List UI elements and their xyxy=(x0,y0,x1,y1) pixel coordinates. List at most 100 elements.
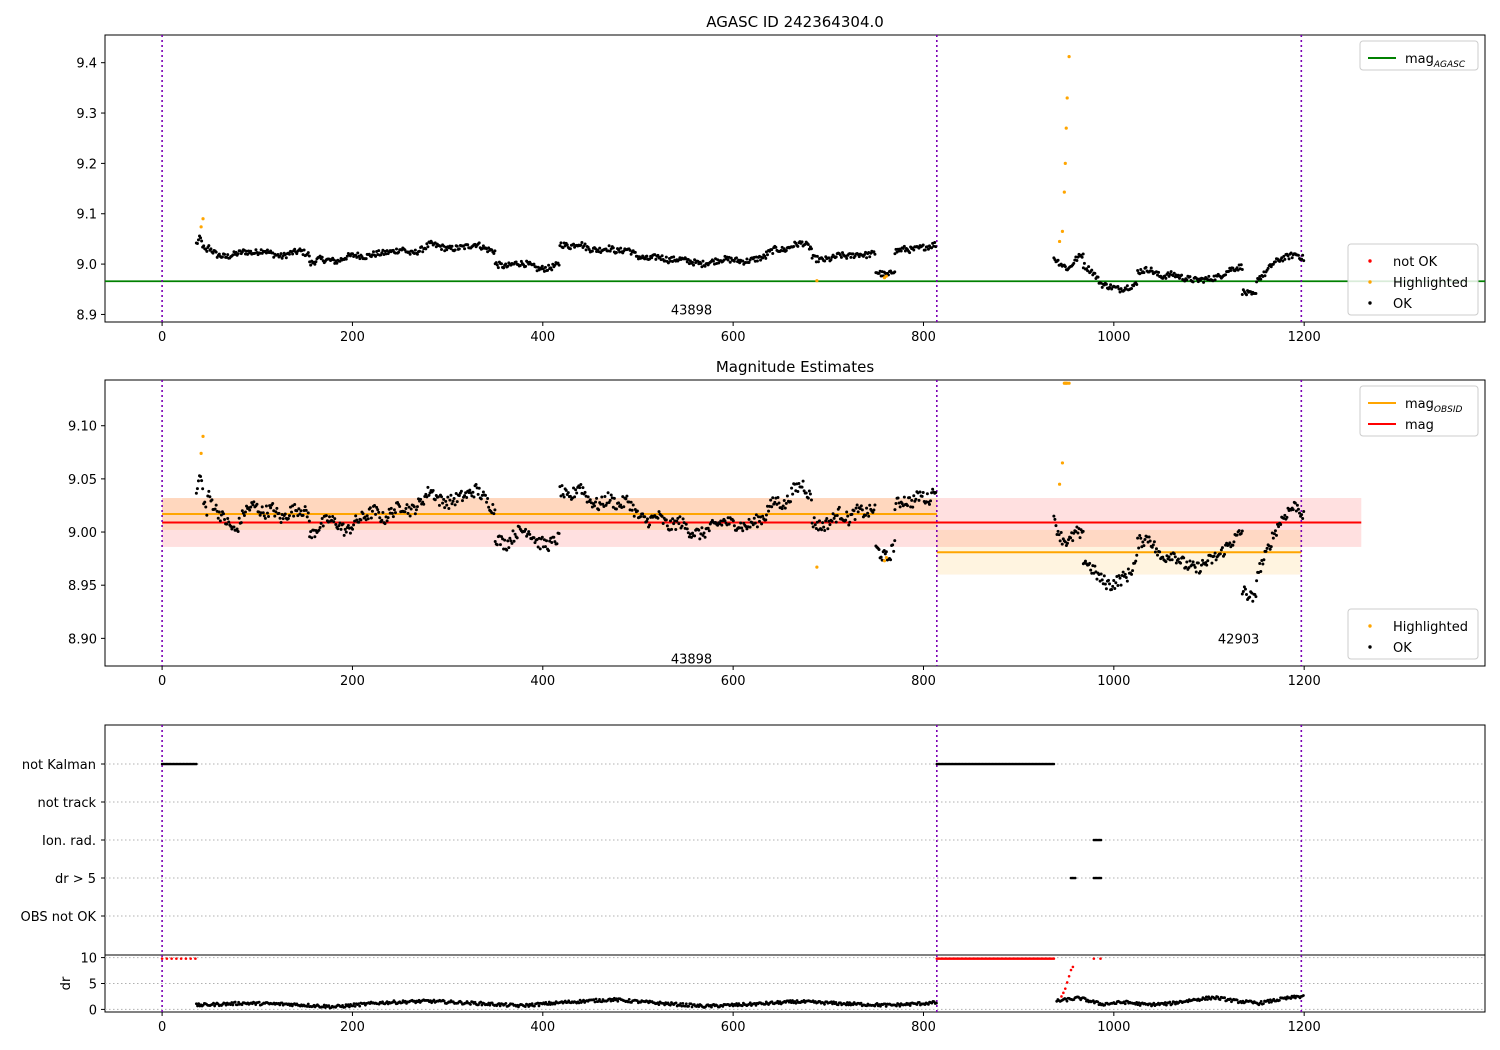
panel-agasc-point-ok xyxy=(463,247,467,251)
panel-estimates-point-ok xyxy=(731,519,735,523)
panel-estimates-point-ok xyxy=(657,510,661,514)
panel-agasc-point-ok xyxy=(734,256,738,260)
panel-agasc-point-ok xyxy=(561,246,565,250)
panel-agasc-point-ok xyxy=(424,247,428,251)
panel-dr-point xyxy=(883,1002,887,1006)
panel-agasc-point-ok xyxy=(1286,254,1290,258)
panel-estimates-point-ok xyxy=(726,516,730,520)
panel-agasc-ytick-label: 8.9 xyxy=(76,308,97,323)
panel-agasc-point-ok xyxy=(546,268,550,272)
panel-estimates-point-ok xyxy=(1114,581,1118,585)
panel-estimates-point-ok xyxy=(361,512,365,516)
panel-agasc-point-ok xyxy=(502,266,506,270)
panel-agasc-point-ok xyxy=(557,263,561,267)
panel-agasc-point-ok xyxy=(1224,273,1228,277)
panel-dr-point xyxy=(400,1001,404,1005)
panel-estimates-point-ok xyxy=(483,493,487,497)
panel-estimates-point-ok xyxy=(1265,546,1269,550)
panel-agasc-point-ok xyxy=(279,252,283,256)
panel-estimates-point-ok xyxy=(555,542,559,546)
panel-estimates-point-ok xyxy=(380,518,384,522)
panel-agasc-xtick-label: 1200 xyxy=(1288,330,1321,345)
panel-estimates-point-ok xyxy=(614,507,618,511)
panel-agasc-point-ok xyxy=(872,250,876,254)
panel-agasc-ytick-label: 9.3 xyxy=(76,107,97,122)
panel-dr-point xyxy=(479,1000,483,1004)
panel-estimates-ytick-label: 8.90 xyxy=(68,632,97,647)
panel-estimates-point-ok xyxy=(1235,533,1239,537)
panel-estimates-point-ok xyxy=(319,521,323,525)
panel-agasc-point-ok xyxy=(701,259,705,263)
panel-estimates-point-ok xyxy=(506,539,510,543)
panel-estimates-point-ok xyxy=(296,514,300,518)
panel-estimates-point-ok xyxy=(1116,584,1120,588)
legend-label-subscript: OBSID xyxy=(1434,405,1463,415)
panel-estimates-point-ok xyxy=(262,514,266,518)
panel-estimates-point-ok xyxy=(1170,558,1174,562)
panel-agasc-point-ok xyxy=(195,241,199,245)
panel-estimates-point-ok xyxy=(617,501,621,505)
panel-estimates-point-ok xyxy=(1261,562,1265,566)
panel-estimates-point-ok xyxy=(700,526,704,530)
panel-estimates-point-ok xyxy=(275,506,279,510)
panel-agasc-point-ok xyxy=(397,250,401,254)
panel-estimates-point-ok xyxy=(427,493,431,497)
panel-dr-capped-point xyxy=(1099,957,1102,960)
panel-estimates-point-ok xyxy=(741,529,745,533)
panel-agasc-point-ok xyxy=(539,267,543,271)
panel-dr-point xyxy=(577,1001,581,1005)
panel-estimates-point-ok xyxy=(931,487,935,491)
panel-agasc-point-ok xyxy=(1231,266,1235,270)
panel-agasc-point-ok xyxy=(902,244,906,248)
panel-dr-point xyxy=(1278,998,1281,1002)
panel-agasc-point-ok xyxy=(395,247,399,251)
panel-estimates-point-ok xyxy=(845,510,849,514)
panel-agasc-point-ok xyxy=(771,251,775,255)
panel-estimates-ytick-label: 8.95 xyxy=(68,579,97,594)
panel-agasc-point-ok xyxy=(849,255,853,259)
panel-agasc-point-ok xyxy=(493,249,497,253)
panel-estimates-point-ok xyxy=(1164,560,1168,564)
panel-agasc-point-ok xyxy=(1081,252,1085,256)
panel-estimates-point-ok xyxy=(674,528,678,532)
panel-agasc-point-highlighted xyxy=(815,279,819,283)
panel-estimates-point-ok xyxy=(1291,508,1295,512)
panel-estimates-point-ok xyxy=(389,506,393,510)
panel-dr-point xyxy=(915,1003,919,1006)
panel-dr-capped-point xyxy=(165,957,169,960)
panel-agasc-point-ok xyxy=(658,255,662,259)
panel-agasc-point-ok xyxy=(259,248,263,252)
panel-agasc-point-ok xyxy=(207,244,211,248)
panel-dr-point xyxy=(473,1000,477,1004)
panel-dr-point xyxy=(1203,998,1207,1001)
panel-estimates-point-ok xyxy=(689,535,693,539)
panel-estimates-xtick-label: 1200 xyxy=(1288,674,1321,689)
panel-estimates-point-ok xyxy=(449,493,453,497)
panel-dr-xtick-label: 800 xyxy=(911,1020,936,1035)
panel-agasc-point-ok xyxy=(1229,268,1233,272)
panel-estimates-point-ok xyxy=(1283,513,1287,517)
panel-dr-point xyxy=(844,1003,848,1007)
panel-estimates-point-ok xyxy=(1111,584,1115,588)
panel-dr-point xyxy=(497,1002,501,1005)
panel-estimates-point-ok xyxy=(1192,563,1196,567)
panel-estimates-point-ok xyxy=(811,525,815,529)
panel-dr-point xyxy=(898,1004,902,1008)
panel-agasc-point-ok xyxy=(893,270,897,274)
panel-estimates-point-ok xyxy=(1179,561,1183,565)
panel-estimates-point-ok xyxy=(476,492,480,496)
panel-estimates-point-ok xyxy=(893,539,897,543)
panel-estimates-point-ok xyxy=(422,502,426,506)
panel-estimates-point-ok xyxy=(486,496,490,500)
panel-estimates-point-ok xyxy=(481,490,485,494)
panel-estimates-point-ok xyxy=(698,537,702,541)
panel-dr-point xyxy=(740,1004,744,1008)
panel-dr-point xyxy=(593,1000,597,1004)
panel-agasc-point-ok xyxy=(688,259,692,263)
panel-estimates-point-ok xyxy=(381,510,385,514)
panel-estimates-point-ok xyxy=(264,504,268,508)
panel-agasc-point-ok xyxy=(420,245,424,249)
panel-estimates-point-ok xyxy=(1069,536,1073,540)
panel-estimates-point-ok xyxy=(334,522,338,526)
